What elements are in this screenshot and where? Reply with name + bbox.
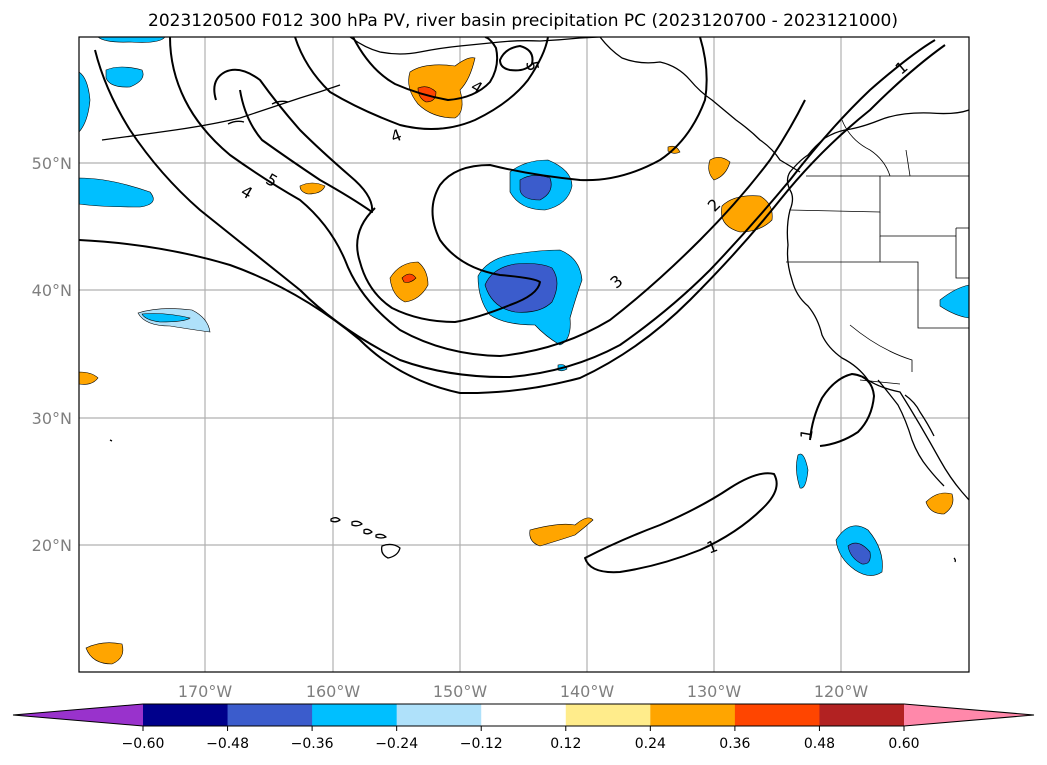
colorbar-tick-label: −0.12 [460, 736, 503, 752]
longitude-labels: 170°W 160°W 150°W 140°W 130°W 120°W [178, 682, 869, 701]
pv-contours [79, 37, 946, 574]
lat-label-50n: 50°N [32, 154, 72, 173]
pv-label: 4 [388, 125, 404, 146]
lon-label-160w: 160°W [306, 682, 361, 701]
state-borders [786, 119, 969, 385]
colorbar-segment [565, 704, 651, 726]
colorbar-segment [227, 704, 313, 726]
lat-label-40n: 40°N [32, 281, 72, 300]
colorbar-segment [143, 704, 229, 726]
gridlines [79, 37, 969, 672]
pv-label: 1 [704, 536, 720, 557]
colorbar-segment [312, 704, 398, 726]
pv-label: 3 [606, 271, 626, 292]
lon-label-150w: 150°W [433, 682, 488, 701]
lon-label-130w: 130°W [687, 682, 742, 701]
precip-positive-blobs [79, 57, 954, 665]
colorbar-tick-label: 0.60 [888, 736, 919, 752]
colorbar-tick-label: −0.36 [291, 736, 334, 752]
colorbar-tick-label: 0.24 [635, 736, 666, 752]
colorbar-segment [819, 704, 905, 726]
lon-label-120w: 120°W [814, 682, 869, 701]
colorbar-tick-label: 0.12 [550, 736, 581, 752]
colorbar-segment [650, 704, 736, 726]
map-area: 5 4 4 5 4 3 2 1 1 1 [79, 37, 969, 672]
colorbar-tick-label: 0.36 [719, 736, 750, 752]
pv-label: 1 [796, 427, 816, 440]
colorbar-segment [734, 704, 820, 726]
latitude-labels: 50°N 40°N 30°N 20°N [32, 154, 72, 555]
lat-label-30n: 30°N [32, 409, 72, 428]
pv-contour-labels: 5 4 4 5 4 3 2 1 1 1 [238, 57, 912, 557]
colorbar-segment [481, 704, 567, 726]
colorbar-tick-label: −0.60 [122, 736, 165, 752]
pv-label: 5 [522, 59, 542, 72]
colorbar-tick-label: 0.48 [804, 736, 835, 752]
colorbar-tick-label: −0.24 [375, 736, 418, 752]
lon-label-140w: 140°W [560, 682, 615, 701]
colorbar: −0.60 −0.48 −0.36 −0.24 −0.12 0.12 0.24 0.36 0.4… [12, 703, 1035, 752]
lon-label-170w: 170°W [178, 682, 233, 701]
map-title: 2023120500 F012 300 hPa PV, river basin … [148, 11, 898, 31]
lat-label-20n: 20°N [32, 536, 72, 555]
colorbar-extension-low [13, 704, 143, 726]
precip-negative-blobs [79, 37, 969, 576]
colorbar-extension-high [904, 704, 1034, 726]
colorbar-segment [396, 704, 482, 726]
colorbar-tick-label: −0.48 [206, 736, 249, 752]
map-frame [78, 36, 970, 673]
pv-label: 4 [238, 181, 256, 203]
